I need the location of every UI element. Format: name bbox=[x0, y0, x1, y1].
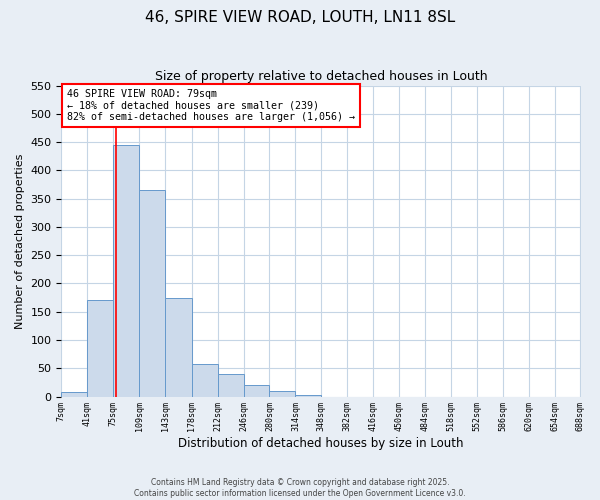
Text: 46, SPIRE VIEW ROAD, LOUTH, LN11 8SL: 46, SPIRE VIEW ROAD, LOUTH, LN11 8SL bbox=[145, 10, 455, 25]
Bar bbox=[61, 392, 88, 396]
Bar bbox=[192, 364, 218, 396]
Bar bbox=[113, 145, 139, 397]
Text: Contains HM Land Registry data © Crown copyright and database right 2025.
Contai: Contains HM Land Registry data © Crown c… bbox=[134, 478, 466, 498]
Bar bbox=[88, 300, 113, 396]
Bar bbox=[165, 298, 192, 396]
Bar bbox=[269, 391, 295, 396]
Y-axis label: Number of detached properties: Number of detached properties bbox=[15, 154, 25, 329]
Bar bbox=[244, 386, 269, 396]
Bar bbox=[139, 190, 165, 396]
Text: 46 SPIRE VIEW ROAD: 79sqm
← 18% of detached houses are smaller (239)
82% of semi: 46 SPIRE VIEW ROAD: 79sqm ← 18% of detac… bbox=[67, 88, 355, 122]
Title: Size of property relative to detached houses in Louth: Size of property relative to detached ho… bbox=[155, 70, 487, 83]
Bar bbox=[218, 374, 244, 396]
X-axis label: Distribution of detached houses by size in Louth: Distribution of detached houses by size … bbox=[178, 437, 464, 450]
